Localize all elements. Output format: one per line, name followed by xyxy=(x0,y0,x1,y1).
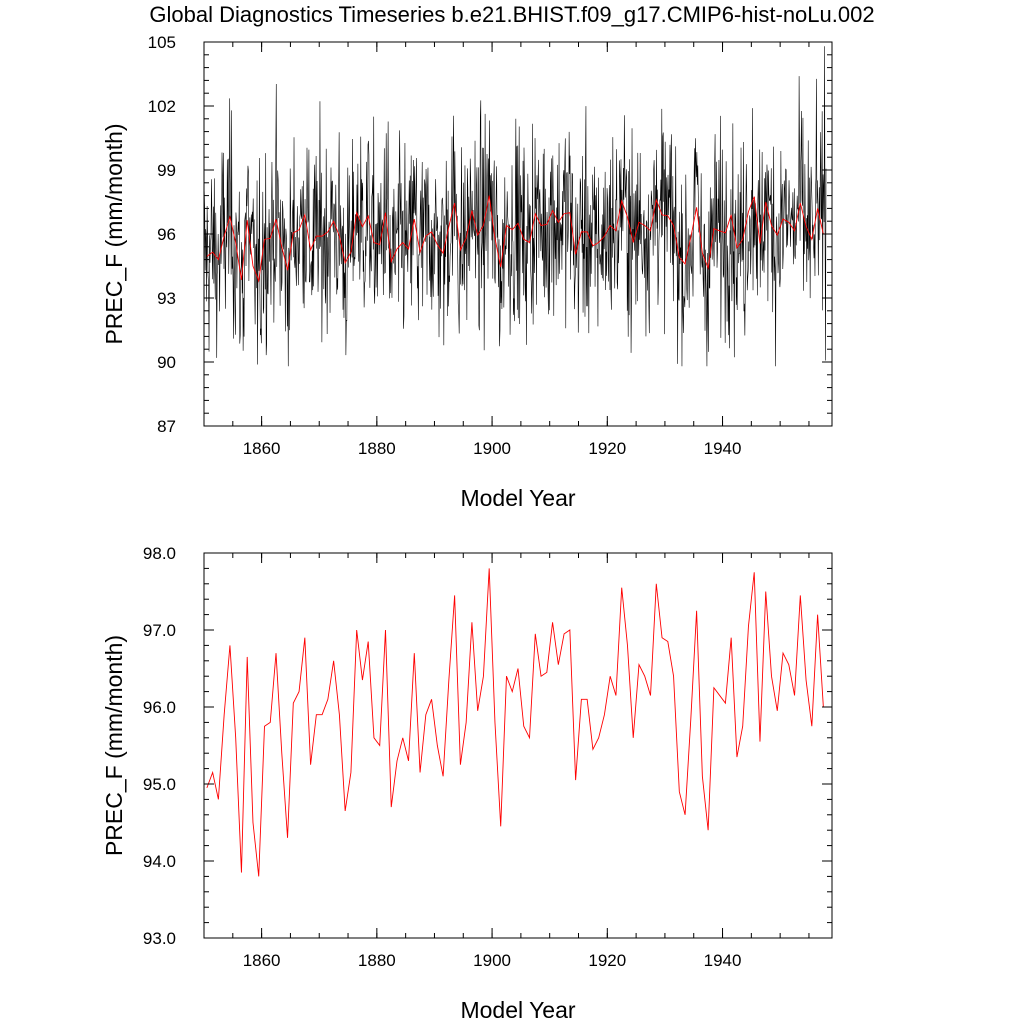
y-tick-label: 95.0 xyxy=(143,775,176,794)
monthly-series-line xyxy=(203,46,827,367)
y-tick-label: 98.0 xyxy=(143,544,176,563)
monthly-timeseries-panel: 1860 1880 1900 1920 1940 87 90 93 96 99 102 105 Mo… xyxy=(101,33,833,511)
y-axis-ticks: 93.0 94.0 95.0 96.0 97.0 98.0 xyxy=(143,544,832,948)
x-axis-title: Model Year xyxy=(460,485,575,511)
y-tick-label: 87 xyxy=(157,417,176,436)
x-tick-label: 1940 xyxy=(704,951,742,970)
x-tick-label: 1860 xyxy=(243,439,281,458)
x-tick-label: 1920 xyxy=(588,439,626,458)
y-axis-title: PREC_F (mm/month) xyxy=(101,123,127,344)
annual-mean-series-line xyxy=(206,195,824,283)
y-tick-label: 90 xyxy=(157,353,176,372)
y-axis-title: PREC_F (mm/month) xyxy=(101,635,127,856)
annual-mean-line xyxy=(206,568,824,877)
x-axis-title: Model Year xyxy=(460,997,575,1023)
x-tick-label: 1880 xyxy=(358,439,396,458)
annual-mean-line xyxy=(206,195,824,283)
x-tick-label: 1900 xyxy=(473,439,511,458)
monthly-line xyxy=(203,46,827,367)
x-tick-label: 1900 xyxy=(473,951,511,970)
y-tick-label: 93 xyxy=(157,289,176,308)
annual-timeseries-panel: 1860 1880 1900 1920 1940 93.0 94.0 95.0 96.0 97.… xyxy=(101,544,833,1023)
y-tick-label: 99 xyxy=(157,161,176,180)
figure-title: Global Diagnostics Timeseries b.e21.BHIS… xyxy=(149,2,875,27)
y-tick-label: 96.0 xyxy=(143,698,176,717)
annual-mean-series-line xyxy=(206,568,824,877)
x-tick-label: 1940 xyxy=(704,439,742,458)
y-axis-ticks: 87 90 93 96 99 102 105 xyxy=(148,33,832,436)
x-tick-label: 1920 xyxy=(588,951,626,970)
y-tick-label: 102 xyxy=(148,97,176,116)
y-tick-label: 94.0 xyxy=(143,852,176,871)
y-tick-label: 97.0 xyxy=(143,621,176,640)
y-tick-label: 105 xyxy=(148,33,176,52)
x-tick-label: 1880 xyxy=(358,951,396,970)
y-tick-label: 96 xyxy=(157,225,176,244)
y-tick-label: 93.0 xyxy=(143,929,176,948)
x-axis-ticks: 1860 1880 1900 1920 1940 xyxy=(203,553,810,970)
x-tick-label: 1860 xyxy=(243,951,281,970)
plot-frame xyxy=(203,552,833,939)
x-axis-ticks: 1860 1880 1900 1920 1940 xyxy=(203,42,810,458)
